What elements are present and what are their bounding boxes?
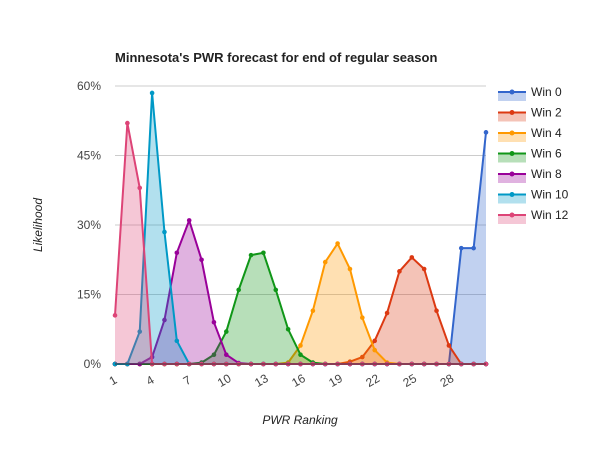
data-point: [310, 308, 316, 314]
data-point: [384, 310, 390, 316]
x-tick-label: 1: [107, 373, 120, 389]
x-tick-label: 10: [215, 371, 234, 390]
legend-swatch: [498, 215, 526, 224]
legend-label: Win 6: [531, 147, 562, 161]
legend-item: Win 10: [498, 188, 569, 204]
legend-swatch: [498, 92, 526, 101]
legend-marker: [509, 192, 515, 197]
data-point: [397, 269, 402, 274]
data-point: [137, 329, 143, 334]
data-point: [261, 250, 266, 256]
chart-title: Minnesota's PWR forecast for end of regu…: [115, 50, 437, 65]
x-tick-label: 7: [181, 373, 194, 389]
data-point: [298, 343, 303, 348]
y-tick-label: 0%: [84, 357, 102, 371]
series-layer: [112, 90, 489, 367]
data-point: [174, 338, 180, 344]
legend-marker: [509, 130, 515, 136]
legend-marker: [509, 171, 515, 177]
legend-item: Win 0: [498, 85, 562, 101]
data-point: [298, 352, 303, 358]
data-point: [471, 245, 476, 251]
data-point: [211, 352, 217, 358]
x-axis-ticks: 1 4 7 10 13 16 19 22 25 28: [107, 371, 457, 390]
y-axis-ticks: 0% 15% 30% 45% 60%: [77, 79, 101, 371]
x-tick-label: 13: [252, 371, 271, 390]
series-area: [115, 92, 486, 364]
data-point: [434, 308, 439, 314]
data-point: [360, 354, 365, 360]
legend-item: Win 8: [498, 167, 562, 183]
legend-item: Win 6: [498, 147, 562, 163]
series-area: [115, 220, 486, 364]
legend: Win 0 Win 2 Win 4 Win 6 Win 8 Win 10 Win 12: [498, 85, 569, 224]
x-tick-label: 19: [326, 371, 345, 390]
x-tick-label: 22: [363, 371, 382, 390]
legend-label: Win 8: [531, 167, 562, 181]
gridlines: [115, 85, 486, 295]
data-point: [446, 343, 452, 348]
legend-swatch: [498, 133, 526, 142]
legend-swatch: [498, 174, 526, 183]
y-tick-label: 30%: [77, 218, 101, 232]
legend-label: Win 0: [531, 85, 562, 99]
data-point: [248, 252, 254, 258]
data-point: [125, 120, 130, 126]
data-point: [112, 313, 118, 318]
data-point: [360, 315, 365, 320]
legend-item: Win 12: [498, 208, 569, 224]
x-axis-title: PWR Ranking: [262, 413, 338, 427]
legend-label: Win 2: [531, 106, 562, 120]
data-point: [162, 317, 167, 323]
data-point: [285, 326, 291, 332]
legend-label: Win 4: [531, 126, 562, 140]
data-point: [322, 259, 328, 265]
legend-swatch: [498, 194, 526, 204]
legend-label: Win 10: [531, 188, 569, 202]
data-point: [224, 329, 229, 334]
legend-marker: [509, 212, 515, 218]
legend-label: Win 12: [531, 208, 569, 222]
data-point: [372, 347, 378, 353]
x-tick-label: 4: [144, 373, 157, 389]
data-point: [149, 90, 155, 96]
data-point: [409, 255, 415, 260]
data-point: [137, 185, 143, 191]
data-point: [483, 130, 489, 135]
data-point: [335, 241, 340, 246]
data-point: [186, 218, 192, 223]
y-axis-title: Likelihood: [31, 198, 45, 252]
series-area: [115, 257, 486, 364]
data-point: [458, 245, 464, 251]
data-point: [236, 287, 241, 293]
data-point: [174, 250, 180, 256]
data-point: [199, 257, 204, 263]
data-point: [347, 266, 353, 272]
y-tick-label: 15%: [77, 288, 101, 302]
data-point: [273, 287, 279, 293]
data-point: [421, 266, 427, 272]
data-point: [372, 338, 378, 344]
y-tick-label: 45%: [77, 149, 101, 163]
x-tick-label: 28: [438, 371, 457, 390]
legend-item: Win 4: [498, 126, 562, 142]
data-point: [211, 320, 217, 325]
x-tick-label: 16: [289, 371, 308, 390]
x-tick-label: 25: [401, 371, 420, 390]
legend-marker: [509, 89, 515, 95]
legend-swatch: [498, 112, 526, 122]
legend-marker: [509, 110, 515, 115]
data-point: [224, 352, 229, 358]
legend-item: Win 2: [498, 106, 562, 122]
y-tick-label: 60%: [77, 79, 101, 93]
data-point: [162, 229, 167, 235]
legend-marker: [509, 151, 515, 156]
legend-swatch: [498, 153, 526, 163]
